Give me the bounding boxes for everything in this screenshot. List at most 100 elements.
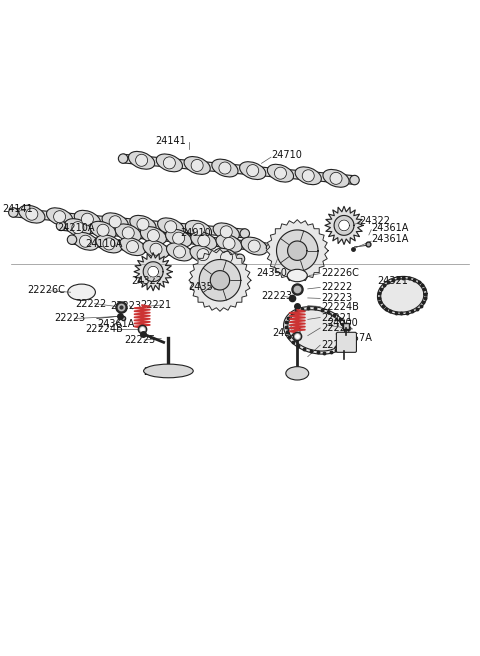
Text: 22222: 22222 (75, 298, 107, 309)
Polygon shape (210, 270, 229, 290)
Text: 24322: 24322 (131, 276, 162, 286)
Polygon shape (189, 249, 251, 312)
Polygon shape (186, 235, 196, 244)
Ellipse shape (198, 235, 210, 247)
Ellipse shape (82, 213, 94, 225)
Text: 24321: 24321 (273, 328, 303, 338)
Ellipse shape (74, 211, 100, 228)
Text: 24110A: 24110A (85, 239, 122, 249)
Ellipse shape (173, 246, 186, 258)
Ellipse shape (80, 236, 92, 247)
Ellipse shape (122, 227, 134, 239)
Polygon shape (187, 249, 195, 258)
Polygon shape (284, 306, 349, 354)
Ellipse shape (54, 211, 66, 223)
Ellipse shape (135, 154, 148, 167)
Text: 24710: 24710 (271, 150, 302, 160)
Polygon shape (95, 216, 108, 225)
Polygon shape (123, 218, 135, 228)
Ellipse shape (212, 159, 238, 177)
Ellipse shape (47, 208, 72, 226)
Ellipse shape (235, 254, 245, 264)
Ellipse shape (220, 226, 232, 238)
Ellipse shape (9, 208, 18, 217)
Polygon shape (177, 159, 190, 169)
Ellipse shape (120, 237, 145, 256)
Polygon shape (149, 157, 162, 167)
Ellipse shape (102, 213, 128, 231)
Ellipse shape (214, 248, 240, 266)
Polygon shape (85, 224, 96, 234)
Ellipse shape (150, 243, 162, 255)
Polygon shape (148, 266, 158, 277)
Ellipse shape (143, 240, 169, 258)
Ellipse shape (68, 284, 96, 300)
Text: 22221: 22221 (321, 312, 352, 323)
Ellipse shape (185, 220, 212, 238)
Ellipse shape (330, 173, 342, 184)
Polygon shape (134, 253, 172, 291)
Text: 24321: 24321 (377, 276, 408, 286)
Text: 24000: 24000 (327, 318, 358, 328)
Text: 24910: 24910 (180, 228, 211, 237)
Polygon shape (276, 230, 318, 272)
Polygon shape (136, 230, 146, 239)
Polygon shape (288, 241, 307, 260)
Polygon shape (262, 243, 272, 252)
Ellipse shape (275, 167, 287, 179)
Polygon shape (260, 167, 273, 176)
Polygon shape (178, 223, 191, 233)
Ellipse shape (295, 167, 321, 184)
Text: 22223: 22223 (321, 293, 352, 304)
Ellipse shape (167, 243, 192, 261)
Text: 22223: 22223 (262, 291, 293, 301)
Polygon shape (93, 238, 101, 247)
Ellipse shape (223, 237, 235, 249)
Polygon shape (344, 174, 355, 184)
Ellipse shape (119, 154, 128, 163)
Polygon shape (72, 236, 78, 245)
Ellipse shape (213, 223, 240, 241)
Ellipse shape (90, 221, 116, 239)
Ellipse shape (56, 221, 66, 231)
Polygon shape (266, 220, 328, 281)
Text: 24361A: 24361A (97, 319, 134, 329)
Polygon shape (334, 215, 354, 236)
Text: 22225: 22225 (124, 335, 156, 345)
Ellipse shape (286, 367, 309, 380)
Ellipse shape (287, 270, 307, 281)
Ellipse shape (19, 205, 45, 223)
Polygon shape (325, 206, 363, 245)
Polygon shape (232, 165, 245, 174)
Ellipse shape (240, 162, 266, 180)
Ellipse shape (72, 222, 84, 234)
Ellipse shape (65, 218, 91, 237)
Polygon shape (206, 226, 219, 236)
Text: 25257A: 25257A (334, 333, 372, 344)
Text: 22221: 22221 (140, 300, 171, 310)
Ellipse shape (129, 152, 155, 169)
Ellipse shape (165, 221, 177, 233)
Text: 24141: 24141 (2, 204, 33, 214)
Text: 22223: 22223 (54, 314, 85, 323)
Ellipse shape (219, 162, 231, 174)
Polygon shape (161, 232, 171, 241)
Ellipse shape (103, 238, 115, 250)
Text: 22226C: 22226C (321, 268, 359, 277)
Text: 22224B: 22224B (321, 302, 359, 312)
Text: 22222: 22222 (321, 283, 352, 293)
Ellipse shape (191, 159, 203, 171)
Polygon shape (211, 237, 221, 247)
Ellipse shape (97, 224, 109, 236)
Polygon shape (234, 254, 240, 263)
Polygon shape (237, 240, 247, 249)
Ellipse shape (72, 232, 98, 250)
Ellipse shape (247, 165, 259, 176)
Polygon shape (13, 208, 24, 218)
Ellipse shape (166, 229, 192, 247)
Text: 24361A: 24361A (371, 234, 408, 244)
Polygon shape (67, 213, 80, 223)
Ellipse shape (67, 235, 77, 245)
Ellipse shape (323, 169, 349, 187)
Ellipse shape (156, 154, 182, 172)
